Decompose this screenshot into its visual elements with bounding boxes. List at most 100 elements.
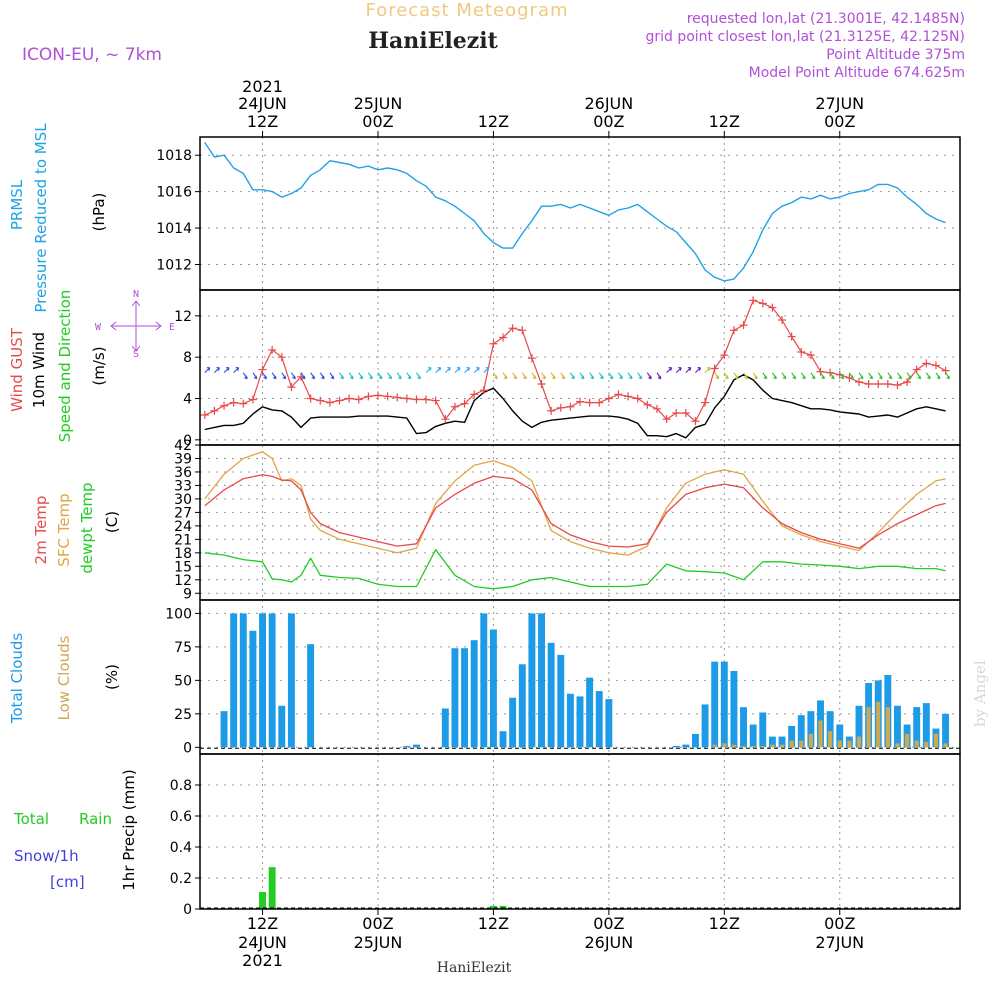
low-cloud-bar (876, 701, 881, 748)
gust-marker (816, 367, 825, 376)
wind-arrow (800, 372, 806, 380)
total-cloud-bar (942, 713, 950, 748)
total-cloud-bar (509, 697, 517, 748)
wind-arrow (444, 367, 451, 374)
wind-arrow (290, 372, 296, 380)
bottom-tick-label: 2021 (242, 951, 283, 970)
top-tick-label: 00Z (824, 112, 855, 131)
gust-marker (489, 339, 498, 348)
wind-arrow (820, 372, 826, 380)
wind-arrow (637, 372, 643, 380)
low-cloud-bar (712, 744, 717, 748)
gust-marker (345, 394, 354, 403)
ytick-label: 25 (174, 707, 192, 723)
wind-arrow (877, 372, 883, 380)
wind-arrow (762, 372, 768, 380)
precip-bar (259, 891, 266, 909)
gust-marker (662, 415, 671, 424)
wind-arrow (541, 372, 547, 380)
wind-arrow (512, 372, 518, 380)
low-cloud-bar (751, 745, 756, 748)
gust-marker (306, 394, 315, 403)
gust-marker (614, 390, 623, 399)
wind-arrow (858, 372, 864, 380)
total-cloud-bar (720, 661, 728, 748)
total-cloud-bar (826, 711, 834, 748)
low-cloud-bar (760, 745, 765, 748)
wind-arrow (252, 372, 258, 380)
total-cloud-bar (894, 705, 901, 748)
wind-arrow (925, 372, 931, 380)
gust-marker (585, 398, 594, 407)
credit-watermark: by Angel (971, 660, 989, 727)
total-cloud-bar (595, 691, 603, 748)
panels: 1012101410161018048129121518212427303336… (156, 136, 961, 918)
gust-marker (874, 380, 883, 389)
gust-marker (768, 303, 777, 312)
gust-marker (903, 377, 912, 386)
ytick-label: 4 (183, 392, 192, 408)
low-cloud-bar (722, 743, 727, 748)
total-cloud-bar (768, 736, 776, 748)
ytick-label: 0 (183, 740, 192, 756)
precip-label-unit: 1hr Precip (mm) (120, 769, 138, 890)
gust-marker (402, 394, 411, 403)
total-cloud-bar (230, 613, 238, 748)
wind-arrow (531, 372, 537, 380)
temp-2m-line (204, 474, 946, 549)
wind-arrow (367, 372, 373, 380)
top-tick-label: 25JUN (354, 94, 403, 113)
ytick-label: 42 (174, 438, 192, 454)
total-cloud-bar (268, 613, 276, 748)
total-cloud-bar (461, 648, 469, 748)
wind-arrow (945, 372, 951, 380)
total-cloud-bar (451, 648, 459, 748)
wind-arrow (579, 372, 585, 380)
wind-arrow (492, 372, 498, 380)
precip-label-cm: [cm] (50, 873, 85, 891)
wind-arrow (377, 372, 383, 380)
bottom-tick-label: 12Z (478, 914, 509, 933)
gust-marker (518, 326, 527, 335)
gust-marker (739, 321, 748, 330)
gust-marker (383, 392, 392, 401)
bottom-tick-label: 00Z (824, 914, 855, 933)
total-cloud-bar (711, 661, 719, 748)
ytick-label: 12 (174, 309, 192, 325)
pressure-label-msl: Pressure Reduced to MSL (32, 123, 50, 313)
total-cloud-bar (538, 613, 545, 748)
total-cloud-bar (797, 715, 805, 748)
ytick-label: 9 (183, 586, 192, 602)
total-cloud-bar (682, 744, 690, 748)
pressure-label-prmsl: PRMSL (8, 179, 26, 230)
ytick-label: 1016 (156, 185, 192, 201)
precip-bar (268, 867, 276, 909)
low-cloud-bar (885, 707, 890, 748)
ytick-label: 18 (174, 546, 192, 562)
precip-label-total: Total (13, 810, 49, 828)
bottom-tick-label: 26JUN (584, 933, 633, 952)
gust-marker (854, 377, 863, 386)
total-cloud-bar (807, 711, 815, 748)
wind-arrow (771, 372, 777, 380)
wind-arrow (319, 372, 325, 380)
model-altitude: Model Point Altitude 674.625m (749, 65, 965, 81)
wind-arrow (627, 372, 633, 380)
low-cloud-bar (818, 720, 823, 748)
pressure-labels: PRMSL Pressure Reduced to MSL (hPa) (8, 123, 108, 313)
gridpoint-lonlat: grid point closest lon,lat (21.3125E, 42… (645, 29, 965, 45)
wind-arrow (618, 372, 624, 380)
low-cloud-bar (828, 731, 833, 748)
compass-south: S (133, 349, 139, 360)
gust-marker (422, 395, 431, 404)
total-cloud-bar (913, 707, 921, 748)
wind-arrow (935, 372, 941, 380)
gust-marker (912, 365, 921, 374)
gust-marker (778, 315, 787, 324)
gust-marker (258, 365, 267, 374)
low-cloud-bar (933, 733, 939, 748)
ytick-label: 75 (174, 640, 192, 656)
